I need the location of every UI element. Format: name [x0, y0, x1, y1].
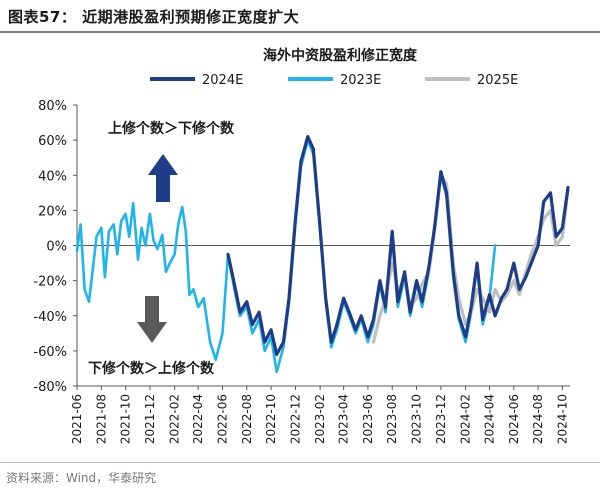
x-tick-label: 2024-04 — [482, 394, 496, 444]
x-tick-label: 2023-04 — [337, 394, 351, 444]
source-note: 资料来源：Wind，华泰研究 — [6, 471, 157, 485]
chart-svg: 80%60%40%20%0%-20%-40%-60%-80% 2021-06 20… — [33, 47, 570, 444]
x-tick-label: 2023-08 — [385, 394, 399, 444]
series-layer — [75, 135, 570, 374]
x-tick-label: 2024-10 — [555, 394, 569, 444]
legend-label-2024e: 2024E — [202, 73, 243, 88]
x-tick-label: 2021-12 — [143, 394, 157, 444]
x-tick-label: 2022-06 — [215, 394, 229, 444]
y-tick-label: 20% — [38, 204, 67, 219]
chart-title: 海外中资股盈利修正宽度 — [263, 47, 418, 64]
y-tick-label: -80% — [33, 380, 67, 395]
x-tick-label: 2021-06 — [70, 394, 84, 444]
x-tick-label: 2023-10 — [410, 394, 424, 444]
bottom-rule — [0, 462, 600, 463]
y-tick-label: -60% — [33, 345, 67, 360]
legend: 2024E 2023E 2025E — [150, 73, 518, 88]
x-tick-label: 2024-02 — [459, 394, 473, 444]
x-tick-label: 2023-12 — [434, 394, 448, 444]
legend-label-2025e: 2025E — [477, 73, 518, 88]
x-tick-label: 2021-10 — [119, 394, 133, 444]
annotation-down-text: 下修个数＞上修个数 — [88, 360, 215, 377]
y-tick-label: 80% — [38, 99, 67, 114]
figure-title: 图表57： 近期港股盈利预期修正宽度扩大 — [8, 8, 300, 26]
series-line-2024e — [226, 135, 570, 356]
x-tick-label: 2022-02 — [168, 394, 182, 444]
x-tick-label: 2023-06 — [361, 394, 375, 444]
annotation-up-text: 上修个数＞下修个数 — [108, 120, 235, 137]
y-tick-label: 60% — [38, 134, 67, 149]
y-tick-layer: 80% 60% 40% 20% 0% -20% -40% -60% -80% — [33, 99, 77, 395]
x-tick-label: 2024-08 — [531, 394, 545, 444]
x-tick-label: 2022-04 — [191, 394, 205, 444]
x-tick-label: 2022-10 — [264, 394, 278, 444]
x-tick-label: 2024-06 — [507, 394, 521, 444]
x-tick-layer: 2021-06 2021-08 2021-10 2021-12 2022-02 2022-… — [70, 385, 570, 444]
y-tick-label: 0% — [46, 240, 67, 255]
x-tick-label: 2022-08 — [240, 394, 254, 444]
x-tick-label: 2023-02 — [313, 394, 327, 444]
x-tick-label: 2021-08 — [94, 394, 108, 444]
y-tick-label: 40% — [38, 169, 67, 184]
down-arrow-icon — [137, 296, 167, 343]
x-tick-label: 2022-12 — [288, 394, 302, 444]
title-rule — [0, 31, 600, 33]
up-arrow-icon — [148, 154, 178, 202]
legend-label-2023e: 2023E — [340, 73, 381, 88]
y-tick-label: -40% — [33, 310, 67, 325]
y-tick-label: -20% — [33, 275, 67, 290]
